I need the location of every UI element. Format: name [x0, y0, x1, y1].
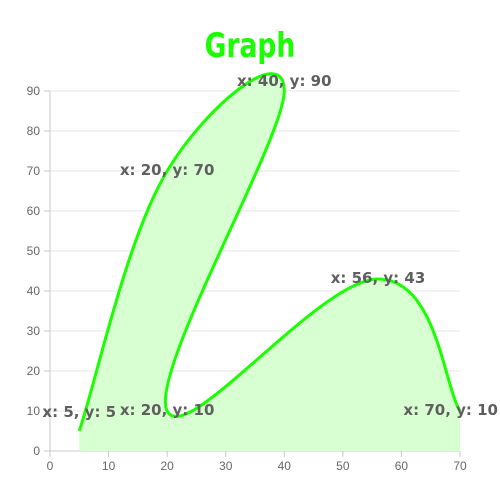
data-label: x: 56, y: 43 — [331, 269, 426, 287]
y-tick-label: 90 — [27, 84, 41, 98]
y-tick-label: 20 — [27, 364, 41, 378]
x-tick-label: 10 — [102, 459, 116, 473]
data-label: x: 70, y: 10 — [403, 401, 498, 419]
x-tick-label: 0 — [47, 459, 54, 473]
y-tick-label: 0 — [33, 444, 40, 458]
series-line — [77, 72, 462, 432]
series-layer — [77, 72, 462, 451]
x-tick-label: 70 — [453, 459, 467, 473]
label-layer: x: 5, y: 5 x: 20, y: 70 x: 40, y: 90 x: 20,… — [42, 72, 498, 421]
x-tick-label: 50 — [336, 459, 350, 473]
y-tick-label: 80 — [27, 124, 41, 138]
x-tick-label: 20 — [160, 459, 174, 473]
y-tick-label: 40 — [27, 284, 41, 298]
x-tick-label: 60 — [395, 459, 409, 473]
data-label: x: 20, y: 10 — [120, 401, 215, 419]
x-tick-label: 30 — [219, 459, 233, 473]
data-label: x: 20, y: 70 — [120, 161, 215, 179]
y-tick-label: 50 — [27, 244, 41, 258]
series-area — [79, 73, 461, 451]
axis-layer: 0 10 20 30 40 50 60 70 80 90 0 10 20 30 40 50 60 70 — [27, 84, 467, 473]
y-tick-label: 30 — [27, 324, 41, 338]
x-tick-label: 40 — [278, 459, 292, 473]
data-label: x: 40, y: 90 — [237, 72, 332, 90]
y-tick-label: 70 — [27, 164, 41, 178]
chart-title: Graph — [204, 26, 296, 66]
y-tick-label: 10 — [27, 404, 41, 418]
y-tick-label: 60 — [27, 204, 41, 218]
data-label: x: 5, y: 5 — [42, 403, 116, 421]
